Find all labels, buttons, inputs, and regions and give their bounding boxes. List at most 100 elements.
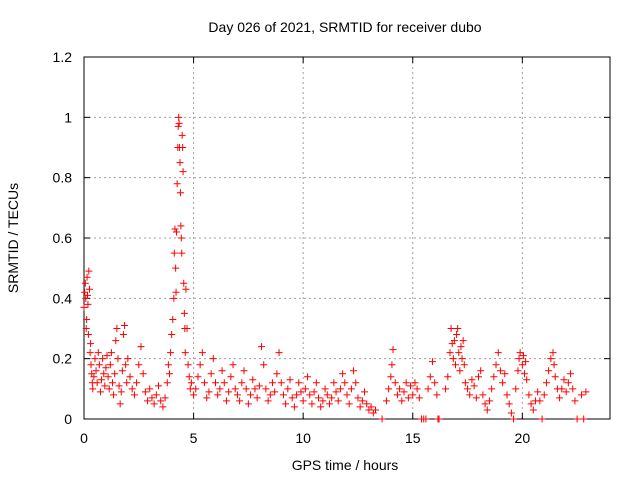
data-point [82,325,90,332]
data-point [90,373,98,381]
data-point [218,367,226,375]
data-point [564,379,572,387]
data-point [100,370,108,378]
data-point [323,391,331,399]
data-point [242,385,250,393]
data-point [446,349,454,357]
data-point [83,315,91,323]
data-point [275,349,283,357]
data-point [455,349,463,357]
data-point [92,367,100,375]
data-point [485,397,493,405]
data-point [400,388,408,396]
data-point [304,373,312,381]
data-point [540,391,548,399]
y-tick-label: 0 [64,411,72,427]
data-point [80,303,88,311]
data-point [456,367,464,375]
data-point [104,373,112,381]
data-point [240,367,248,375]
y-tick-label: 0.8 [53,170,73,186]
data-point [159,403,167,411]
data-point [356,403,364,411]
axis-ticks: 0 5 10 15 20 0 0.2 0.4 0.6 0.8 1 1.2 [53,49,610,446]
data-point [525,391,533,399]
data-point [488,385,496,393]
data-point [87,340,95,348]
data-point [177,234,185,242]
data-point [192,385,200,393]
data-point [319,397,327,405]
data-point [573,415,581,423]
data-point [293,391,301,399]
data-point [119,331,127,339]
data-point [194,373,202,381]
data-point [542,379,550,387]
data-point [341,379,349,387]
data-point [122,361,130,369]
x-axis-label: GPS time / hours [292,457,399,473]
data-point [95,361,103,369]
data-point [184,361,192,369]
data-point [514,367,522,375]
data-point [106,361,114,369]
data-point [295,379,303,387]
data-point [172,264,180,272]
data-point [190,391,198,399]
data-point [343,391,351,399]
data-point [187,379,195,387]
data-point [288,394,296,402]
data-point [282,400,290,408]
x-tick-label: 15 [405,430,421,446]
data-point [171,225,179,233]
data-point [549,349,557,357]
data-point [558,385,566,393]
data-point [413,385,421,393]
data-point [172,228,180,236]
data-point [203,394,211,402]
data-point [179,144,187,151]
data-point [123,379,131,387]
data-point [310,388,318,396]
data-point [378,415,386,423]
data-point [521,370,529,378]
data-point [510,415,518,423]
data-point [382,397,390,405]
data-point [233,391,241,399]
y-tick-label: 1.2 [53,49,73,65]
data-points [80,113,590,423]
data-point [112,337,120,345]
data-point [444,373,452,381]
data-point [110,391,118,399]
data-point [385,385,393,393]
data-point [519,352,527,360]
data-point [354,394,362,402]
data-point [98,376,106,384]
data-point [466,391,474,399]
data-point [361,388,369,396]
data-point [185,373,193,381]
data-point [391,379,399,387]
data-point [449,355,457,363]
data-point [580,415,588,423]
data-point [389,346,397,354]
data-point [229,361,237,369]
data-point [551,373,559,381]
data-point [260,361,268,369]
data-point [550,361,558,369]
data-point [534,388,542,396]
data-point [183,325,191,332]
data-point [173,180,181,188]
data-point [411,379,419,387]
data-point [170,294,178,302]
data-point [317,403,325,411]
data-point [108,379,116,387]
x-tick-label: 0 [80,430,88,446]
data-point [479,391,487,399]
data-point [350,367,358,375]
data-point [103,352,111,360]
data-point [126,373,134,381]
data-point [527,400,535,408]
data-point [431,379,439,387]
